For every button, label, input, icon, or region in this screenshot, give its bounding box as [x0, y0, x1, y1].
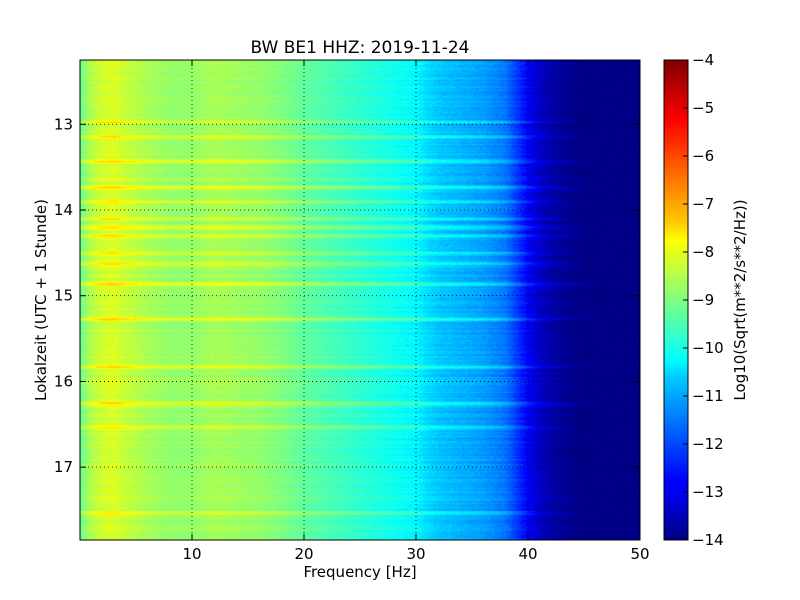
- colorbar-tick-label: −14: [692, 531, 724, 549]
- colorbar-tick-label: −4: [692, 51, 714, 69]
- colorbar-tick-label: −8: [692, 243, 714, 261]
- colorbar: −4 −5 −6 −7 −8 −9 −10 −11 −12 −13 −14: [663, 51, 724, 549]
- x-tick-labels: 10 20 30 40 50: [182, 545, 649, 563]
- chart-title: BW BE1 HHZ: 2019-11-24: [250, 38, 469, 58]
- y-tick-label: 14: [54, 201, 73, 219]
- x-tick-label: 30: [406, 545, 425, 563]
- colorbar-ticks: [683, 59, 688, 541]
- colorbar-tick-label: −10: [692, 339, 724, 357]
- colorbar-tick-label: −6: [692, 147, 714, 165]
- colorbar-tick-label: −5: [692, 99, 714, 117]
- grid-lines: [80, 60, 640, 540]
- x-tick-label: 10: [182, 545, 201, 563]
- y-tick-label: 13: [54, 115, 73, 133]
- spectrogram-heatmap: [80, 60, 640, 540]
- colorbar-tick-labels: −4 −5 −6 −7 −8 −9 −10 −11 −12 −13 −14: [692, 51, 724, 549]
- colorbar-tick-label: −13: [692, 483, 724, 501]
- x-axis-label: Frequency [Hz]: [303, 563, 416, 581]
- x-tick-label: 20: [294, 545, 313, 563]
- y-tick-labels: 13 14 15 16 17: [54, 115, 73, 476]
- plot-area: [79, 59, 641, 541]
- y-tick-label: 16: [54, 372, 73, 390]
- colorbar-label: Log10(Sqrt(m**2/s**2/Hz)): [731, 199, 749, 400]
- y-tick-label: 17: [54, 458, 73, 476]
- colorbar-tick-label: −9: [692, 291, 714, 309]
- colorbar-tick-label: −11: [692, 387, 724, 405]
- plot-frame: [79, 59, 641, 541]
- x-tick-label: 40: [518, 545, 537, 563]
- colorbar-tick-label: −12: [692, 435, 724, 453]
- y-axis-label: Lokalzeit (UTC + 1 Stunde): [32, 199, 50, 401]
- colorbar-tick-label: −7: [692, 195, 714, 213]
- y-tick-label: 15: [54, 287, 73, 305]
- x-tick-label: 50: [630, 545, 649, 563]
